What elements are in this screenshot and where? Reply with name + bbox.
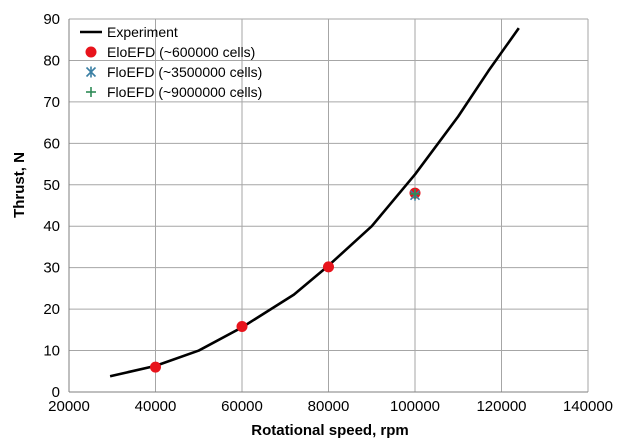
legend-label: FloEFD (~3500000 cells) bbox=[107, 64, 262, 80]
data-point-circle bbox=[150, 361, 161, 373]
legend-marker-asterisk bbox=[85, 66, 97, 78]
x-tick-label: 60000 bbox=[221, 398, 263, 415]
x-tick-label: 120000 bbox=[476, 398, 526, 415]
legend-label: FloEFD (~9000000 cells) bbox=[107, 84, 262, 100]
x-axis-label: Rotational speed, rpm bbox=[251, 422, 409, 439]
y-tick-label: 40 bbox=[43, 218, 60, 235]
x-axis-ticks: 20000 40000 60000 80000 100000 120000 140000 bbox=[48, 398, 613, 415]
y-tick-label: 80 bbox=[43, 52, 60, 69]
data-point-circle bbox=[236, 321, 248, 333]
x-tick-label: 140000 bbox=[563, 398, 613, 415]
y-tick-label: 10 bbox=[43, 343, 60, 360]
legend-label: EloEFD (~600000 cells) bbox=[107, 44, 255, 60]
grid bbox=[68, 18, 589, 393]
y-axis-label: Thrust, N bbox=[11, 152, 28, 218]
x-tick-label: 20000 bbox=[48, 398, 90, 415]
legend-marker-plus bbox=[86, 87, 96, 97]
x-tick-label: 80000 bbox=[308, 398, 350, 415]
y-tick-label: 20 bbox=[43, 301, 60, 318]
y-tick-label: 70 bbox=[43, 94, 60, 111]
x-tick-label: 100000 bbox=[390, 398, 440, 415]
y-tick-label: 90 bbox=[43, 11, 60, 28]
series-layer bbox=[109, 27, 520, 378]
legend: Experiment EloEFD (~600000 cells) FloEFD (… bbox=[80, 24, 262, 100]
data-point-plus bbox=[410, 188, 420, 199]
legend-marker-circle bbox=[85, 46, 97, 58]
y-tick-label: 0 bbox=[52, 384, 60, 401]
x-tick-label: 40000 bbox=[135, 398, 177, 415]
y-tick-label: 30 bbox=[43, 260, 60, 277]
data-point-circle bbox=[323, 261, 334, 273]
y-tick-label: 50 bbox=[43, 177, 60, 194]
y-tick-label: 60 bbox=[43, 135, 60, 152]
legend-label: Experiment bbox=[107, 24, 178, 40]
y-axis-ticks: 0 10 20 30 40 50 60 70 80 90 bbox=[43, 11, 60, 401]
